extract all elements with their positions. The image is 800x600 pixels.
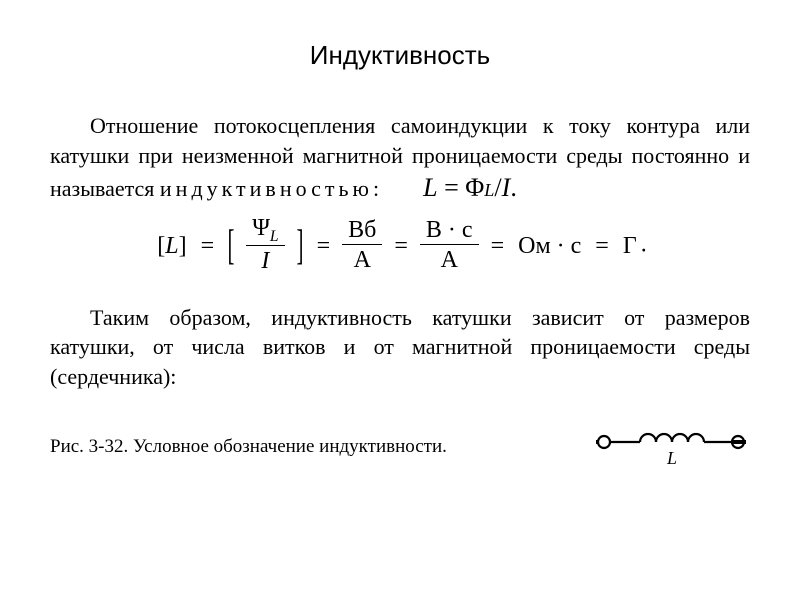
f1-I: I xyxy=(502,173,511,202)
para1-colon: : xyxy=(373,176,379,201)
dim-eq3: = xyxy=(394,233,408,260)
para1-term: индуктив­ностью xyxy=(160,176,373,201)
f1-dot: . xyxy=(510,173,517,202)
figure-caption: Рис. 3-32. Условное обозначение индуктив… xyxy=(50,436,447,458)
dim-psi-sub: L xyxy=(270,228,279,245)
f1-Phi: Φ xyxy=(465,173,484,202)
f1-slash: / xyxy=(494,173,501,202)
dim-a2: А xyxy=(420,245,479,276)
dim-dot: . xyxy=(641,232,647,258)
dim-G: Г xyxy=(623,233,637,260)
page-title: Индуктивность xyxy=(50,40,750,71)
dim-psi: Ψ xyxy=(252,215,270,241)
dim-frac2: Вб А xyxy=(342,217,382,276)
bracket-left-icon: [ xyxy=(228,228,235,266)
dim-eq4: = xyxy=(491,233,505,260)
f1-sub: L xyxy=(484,180,494,200)
dim-a1: А xyxy=(342,245,382,276)
dim-close: ] xyxy=(179,233,187,259)
dim-eq1: = xyxy=(201,233,215,260)
dim-lhs: [L] xyxy=(157,233,186,260)
para1-text: Отношение потокосцепления самоиндукции к… xyxy=(50,113,750,201)
dim-L: L xyxy=(165,233,178,259)
inductor-symbol: L xyxy=(590,422,750,472)
dim-vs: В · с xyxy=(420,217,479,244)
dim-I: I xyxy=(246,246,284,277)
dim-frac3: В · с А xyxy=(420,217,479,276)
paragraph-1: Отношение потокосцепления самоиндукции к… xyxy=(50,111,750,205)
dim-eq5: = xyxy=(595,233,609,260)
bracket-right-icon: ] xyxy=(296,228,303,266)
dim-vb: Вб xyxy=(342,217,382,244)
dimension-formula: [L] = [ ΨL I ] = Вб А = В · с А = Ом · с… xyxy=(50,215,750,277)
dim-eq2: = xyxy=(317,233,331,260)
paragraph-2: Таким образом, индуктивность катушки зав… xyxy=(50,303,750,392)
dim-oms: Ом · с xyxy=(518,233,581,260)
formula-inline: L = ΦL/I. xyxy=(423,173,517,202)
figure-row: Рис. 3-32. Условное обозначение индуктив… xyxy=(50,422,750,472)
dim-frac1: ΨL I xyxy=(246,215,284,277)
document-page: Индуктивность Отношение потокосцепления … xyxy=(0,0,800,600)
inductor-label: L xyxy=(666,448,677,468)
f1-eq: = xyxy=(438,173,466,202)
inductor-icon: L xyxy=(590,422,750,472)
f1-L: L xyxy=(423,173,437,202)
